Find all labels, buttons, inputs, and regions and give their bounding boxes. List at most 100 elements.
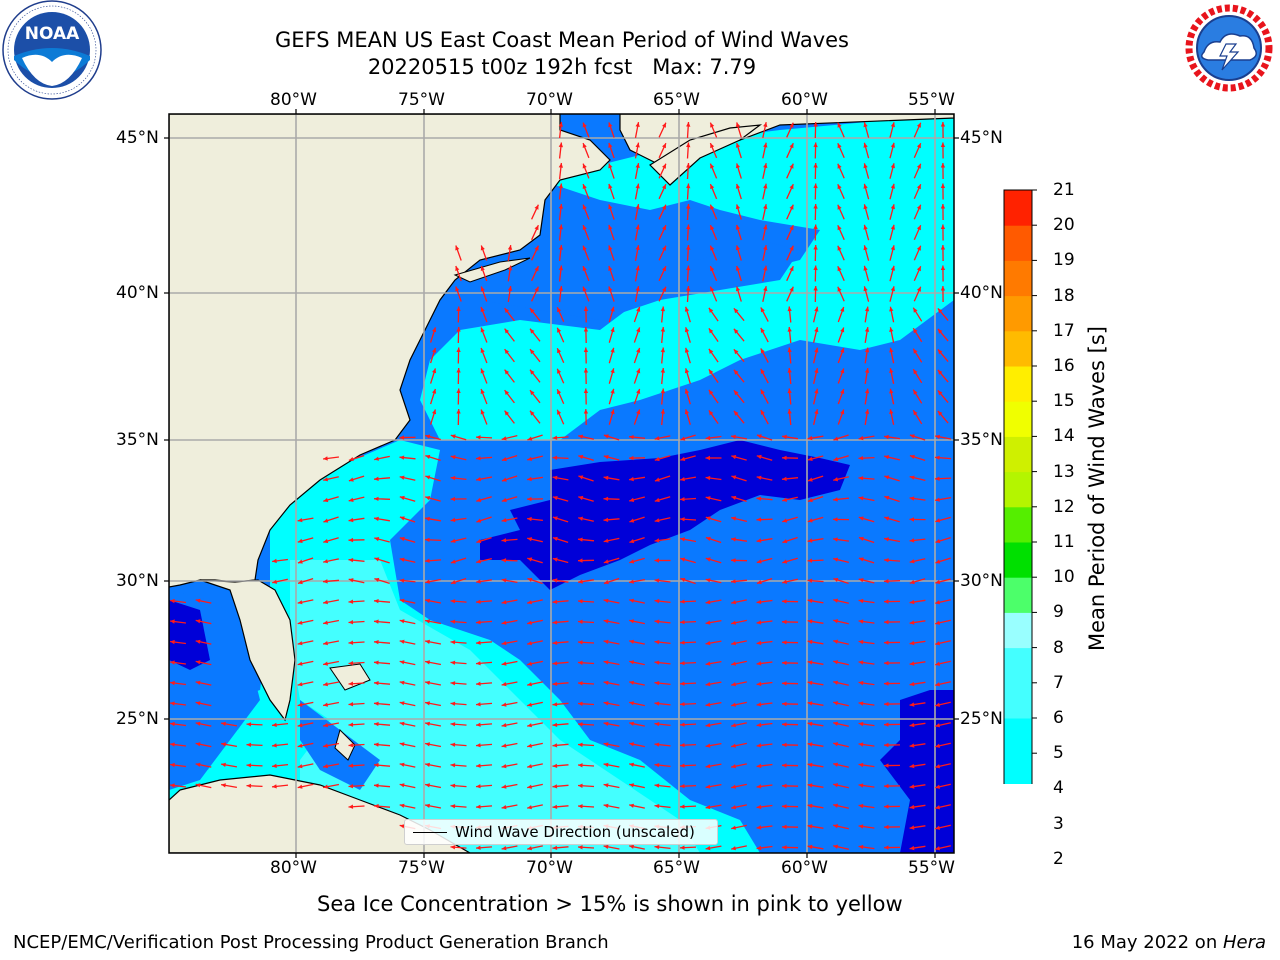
wind-wave-arrow-head [884, 495, 890, 500]
wind-wave-arrow-head [635, 245, 640, 250]
wind-wave-arrow-head [323, 764, 328, 769]
wind-wave-arrow-head [480, 307, 485, 312]
wind-wave-arrow-head [654, 804, 660, 809]
wind-wave-arrow-head [789, 184, 794, 190]
wind-wave-arrow-head [833, 639, 838, 644]
wind-wave-arrow-head [170, 783, 175, 788]
wind-wave-arrow-head [705, 455, 710, 461]
wind-wave-arrow-head [833, 721, 838, 726]
wind-wave-arrow-head [557, 368, 562, 374]
wind-wave-arrow-head [629, 660, 634, 665]
wind-wave-arrow-head [837, 225, 842, 231]
wind-wave-arrow-head [425, 496, 431, 501]
wind-wave-arrow-head [731, 825, 736, 830]
wind-wave-arrow-head [654, 518, 660, 523]
wind-wave-arrow-head [782, 660, 787, 666]
wind-wave-arrow-head [635, 265, 640, 271]
wind-wave-arrow-head [374, 701, 379, 706]
wind-wave-arrow-head [399, 639, 405, 644]
wind-wave-arrow-head [884, 824, 889, 830]
wind-wave-arrow-head [272, 743, 277, 748]
wind-wave-arrow-head [756, 580, 762, 585]
wind-wave-arrow-head [629, 783, 634, 788]
wind-wave-arrow-head [686, 286, 691, 291]
wind-wave-arrow-head [552, 578, 558, 583]
wind-wave-arrow-head [527, 784, 532, 789]
wind-wave-arrow-head [662, 143, 666, 149]
wind-wave-arrow-head [789, 122, 794, 128]
wind-wave-arrow-head [195, 783, 201, 788]
wind-wave-arrow-head [578, 579, 583, 584]
wind-wave-arrow-head [635, 183, 640, 189]
wind-wave-arrow-head [909, 434, 915, 439]
wind-wave-arrow-head [629, 639, 634, 644]
wind-wave-arrow-head [170, 660, 175, 665]
colorbar-tick-label: 4 [1053, 778, 1064, 799]
wind-wave-arrow-head [348, 763, 354, 768]
wind-wave-arrow-head [170, 762, 175, 768]
wind-wave-arrow-head [763, 245, 768, 251]
wind-wave-arrow-head [501, 600, 507, 605]
wind-wave-arrow-head [170, 619, 175, 624]
wind-wave-arrow-head [731, 516, 737, 521]
wind-wave-arrow-head [760, 409, 765, 415]
wind-wave-arrow-head [456, 409, 461, 414]
wind-wave-arrow-head [399, 495, 405, 501]
wind-wave-arrow-head [756, 681, 762, 687]
wind-wave-arrow-head [603, 496, 609, 501]
wind-wave-arrow-head [552, 661, 558, 666]
wind-wave-arrow-head [578, 681, 583, 686]
wind-wave-arrow-head [636, 388, 641, 394]
wind-wave-arrow-head [733, 369, 739, 375]
wind-wave-arrow-head [578, 434, 584, 439]
wind-wave-arrow-head [480, 368, 485, 374]
cyan-period-region-north [420, 114, 954, 440]
wind-wave-arrow-head [501, 457, 507, 462]
colorbar-tick-label: 10 [1053, 567, 1075, 588]
wind-wave-arrow-head [654, 681, 660, 686]
wind-wave-arrow-head [733, 349, 739, 355]
wind-wave-arrow-head [603, 701, 609, 706]
wind-wave-arrow-head [476, 497, 482, 502]
wind-wave-arrow-head [840, 307, 845, 312]
wind-wave-arrow-head [608, 245, 613, 251]
wind-wave-arrow-head [527, 577, 533, 582]
wind-wave-arrow-head [884, 537, 889, 542]
wind-wave-arrow-head [813, 163, 818, 168]
wind-wave-arrow-head [889, 347, 894, 353]
wind-wave-arrow-head [603, 598, 609, 603]
wind-wave-arrow-head [756, 845, 762, 851]
wind-wave-arrow-head [935, 539, 941, 544]
wind-wave-arrow-head [813, 204, 818, 209]
wind-wave-arrow-head [654, 722, 660, 727]
wind-wave-arrow-head [935, 661, 940, 666]
wind-wave-arrow-head [476, 845, 481, 850]
wind-wave-arrow-head [782, 455, 787, 461]
wind-wave-arrow-head [221, 762, 226, 767]
colorbar-tick-label: 19 [1053, 250, 1075, 271]
wind-wave-arrow-head [476, 722, 481, 727]
wind-wave-arrow-head [527, 557, 533, 562]
wind-wave-arrow-head [731, 682, 736, 687]
wind-wave-arrow-head [833, 456, 839, 462]
wind-wave-arrow-head [552, 599, 558, 604]
wind-wave-arrow-head [684, 347, 690, 353]
wind-wave-arrow-head [501, 764, 507, 769]
wind-wave-arrow-head [272, 784, 277, 789]
wind-wave-arrow-head [756, 784, 762, 789]
wind-wave-arrow-head [731, 723, 736, 728]
wind-wave-arrow-head [916, 245, 921, 251]
wind-wave-arrow-head [833, 577, 839, 582]
wind-wave-arrow-head [913, 328, 918, 334]
wind-wave-arrow-head [731, 600, 736, 605]
colorbar-tick-label: 3 [1053, 813, 1064, 834]
wind-wave-arrow-head [864, 409, 870, 414]
wind-wave-arrow-head [863, 163, 868, 169]
wind-wave-arrow-head [654, 497, 660, 503]
wind-wave-arrow-head [660, 368, 665, 373]
wind-wave-arrow-head [662, 266, 666, 272]
wind-wave-arrow-head [297, 723, 303, 728]
wind-wave-arrow-head [863, 265, 868, 271]
wind-wave-arrow-head [705, 764, 711, 769]
wind-wave-arrow-head [833, 598, 838, 603]
